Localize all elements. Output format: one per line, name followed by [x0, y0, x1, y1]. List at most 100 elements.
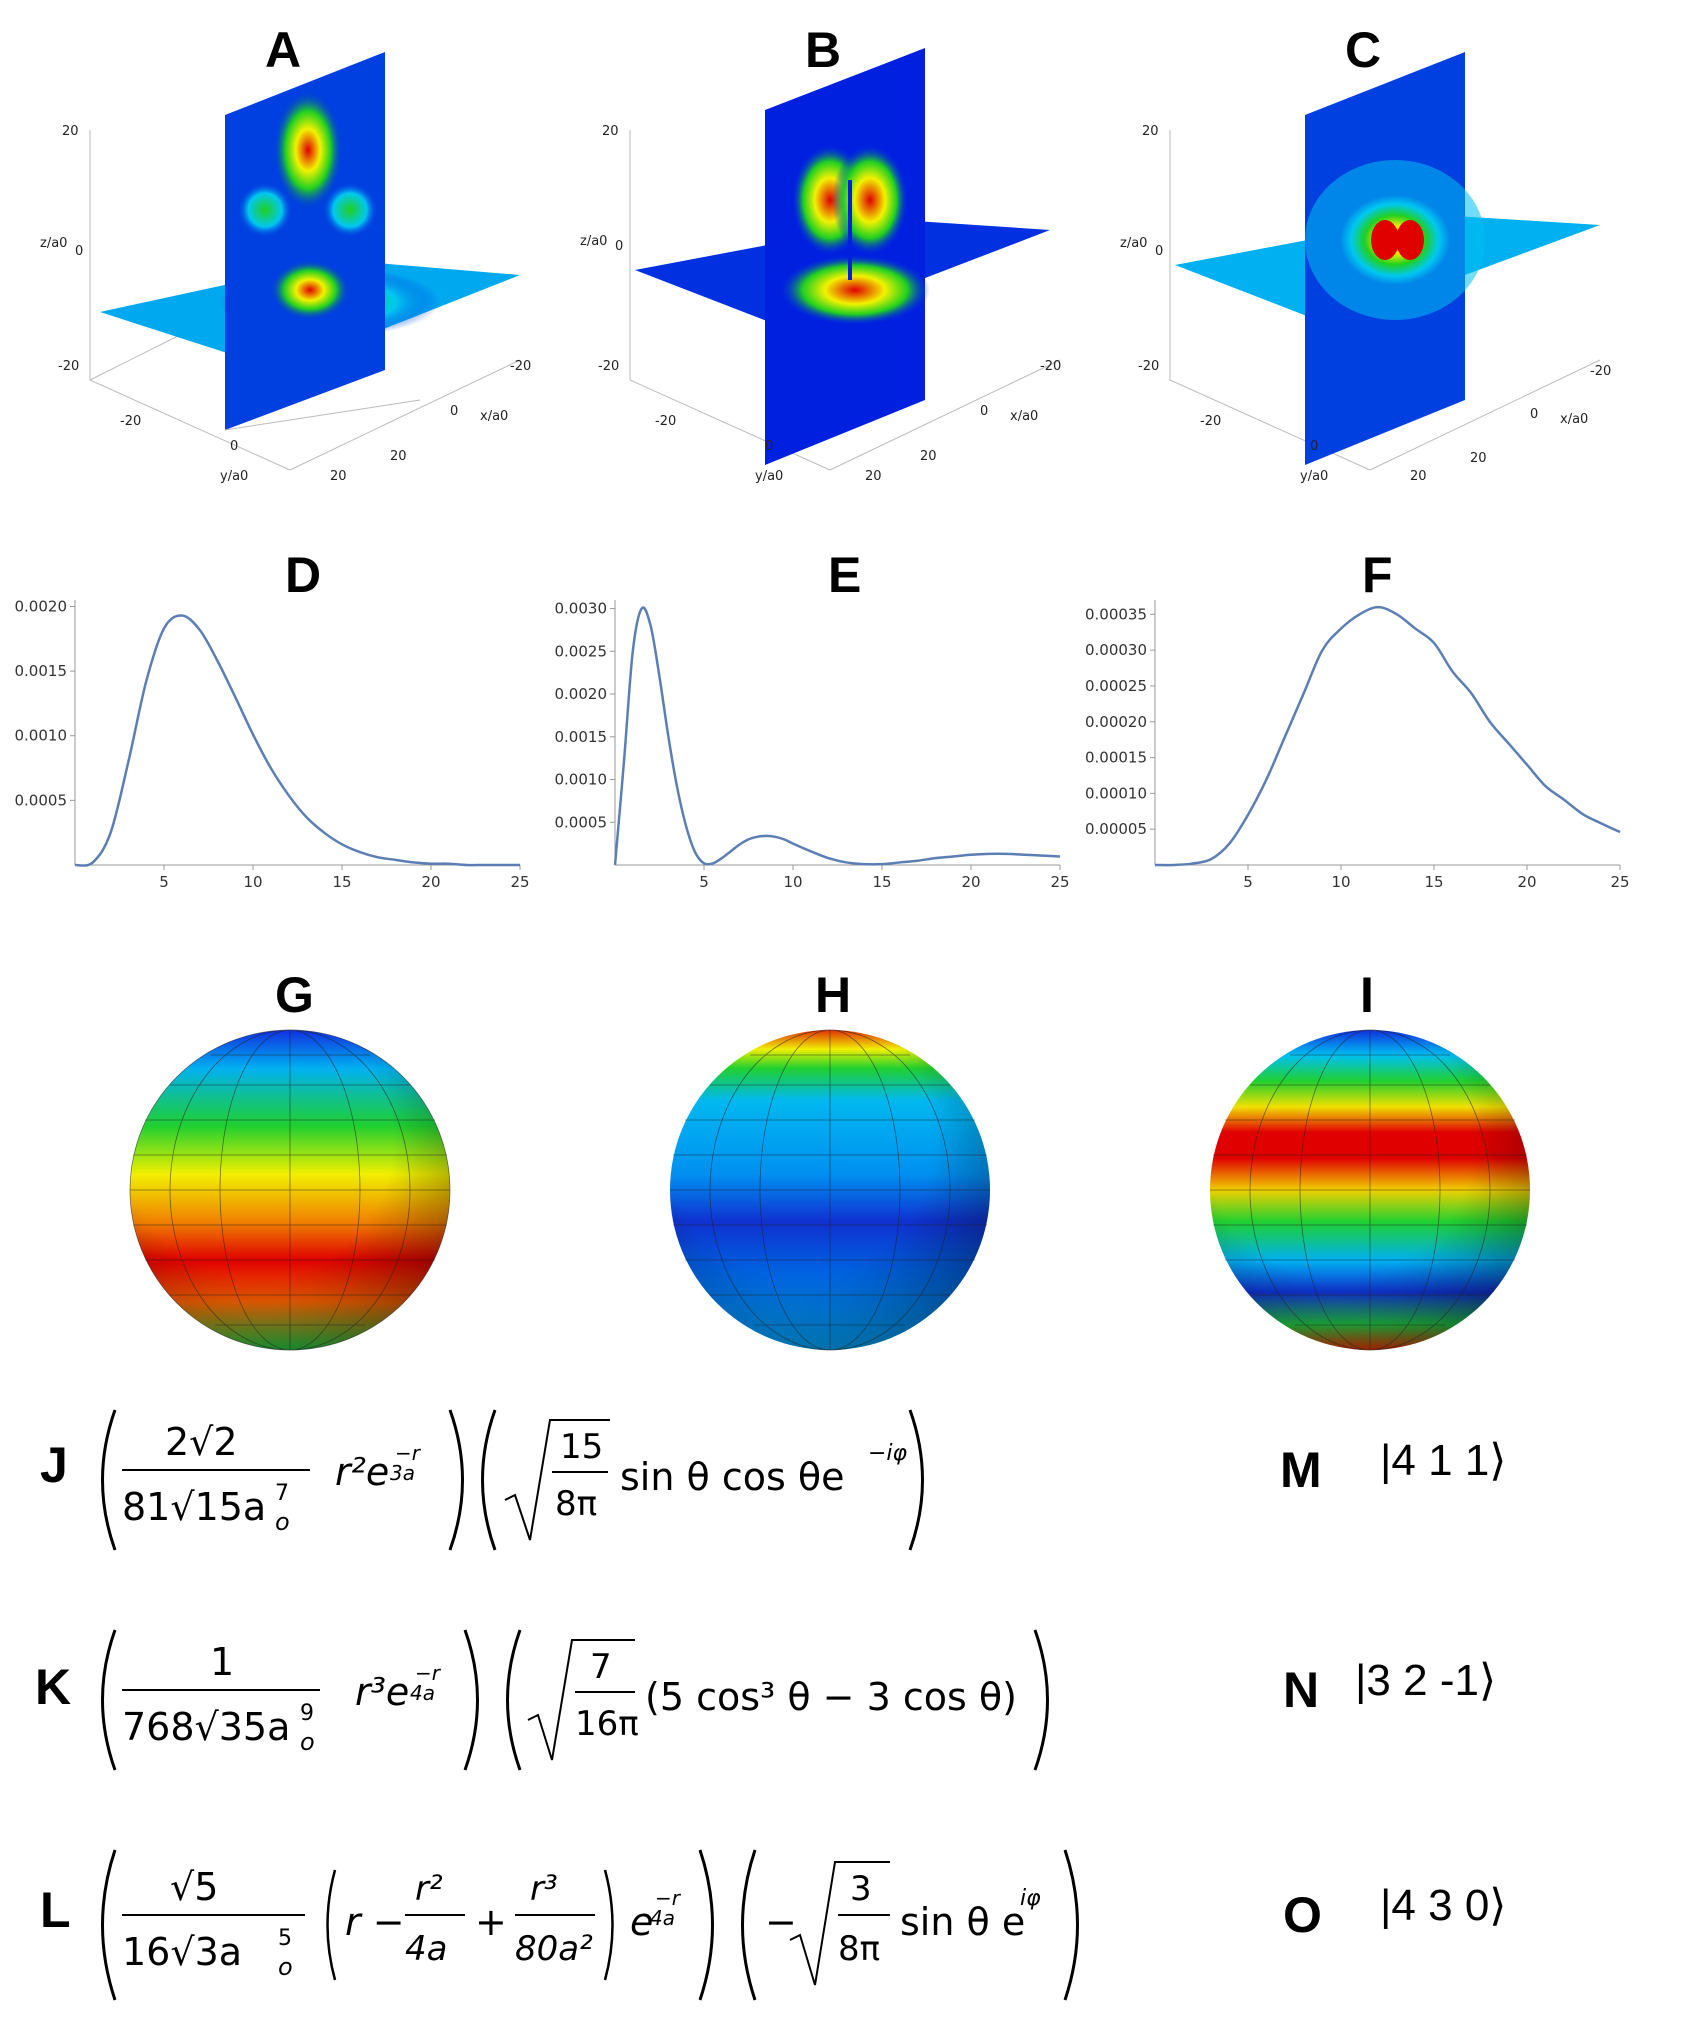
y-tick-label: 0.0005	[555, 813, 608, 831]
y-ticks-b: -20 0 20 y/a0	[655, 414, 882, 484]
svg-text:3a: 3a	[390, 1461, 415, 1485]
y-tick: 0	[1310, 439, 1318, 454]
svg-text:4a: 4a	[410, 1681, 435, 1705]
panel-label-j: J	[40, 1437, 68, 1493]
z-tick: 20	[1142, 124, 1159, 139]
panel-label-c: C	[1345, 22, 1382, 78]
svg-text:8π: 8π	[838, 1929, 880, 1969]
svg-text:r²: r²	[415, 1869, 443, 1909]
y-tick: 20	[330, 469, 347, 484]
y-tick: 20	[1410, 469, 1427, 484]
x-axis-label: x/a0	[480, 409, 508, 424]
y-tick-label: 0.00030	[1085, 641, 1147, 659]
panel-label-o: O	[1283, 1887, 1322, 1943]
formula-l: √5 16√3a o 5 r − r² 4a + r³ 80a² e −r 4a…	[101, 1849, 1079, 2001]
z-tick: 20	[602, 124, 619, 139]
panel-label-m: M	[1280, 1442, 1322, 1498]
ket-m: |4 1 1⟩	[1380, 1436, 1507, 1485]
svg-text:√5: √5	[170, 1865, 218, 1909]
svg-text:o: o	[300, 1728, 315, 1756]
formula-j: 2√2 81√15a o 7 r²e −r 3a 15 8π sin θ cos…	[101, 1409, 924, 1551]
panel-label-e: E	[828, 547, 862, 603]
svg-text:r²e: r²e	[335, 1450, 389, 1494]
svg-text:o: o	[275, 1508, 290, 1536]
svg-text:−iφ: −iφ	[868, 1441, 908, 1466]
x-tick-label: 25	[1050, 873, 1069, 891]
svg-text:+: +	[475, 1900, 507, 1944]
y-tick-label: 0.0025	[555, 642, 608, 660]
y-axis-label: y/a0	[755, 469, 783, 484]
svg-text:15: 15	[560, 1427, 603, 1467]
ket-o: |4 3 0⟩	[1380, 1881, 1507, 1930]
x-ticks-b: -20 0 20 x/a0	[920, 359, 1061, 464]
svg-text:−r: −r	[655, 1886, 682, 1910]
y-tick-label: 0.00005	[1085, 820, 1147, 838]
y-tick: 0	[230, 439, 238, 454]
x-ticks-a: -20 0 20 x/a0	[390, 359, 531, 464]
y-ticks-c: -20 0 20 y/a0	[1200, 414, 1427, 484]
x-tick: 20	[390, 449, 407, 464]
panel-label-d: D	[285, 547, 322, 603]
y-tick: -20	[1200, 414, 1221, 429]
radial-probability-chart-e: 5 10 15 20 25 0.0005 0.0010 0.0015 0.0020 0.0025 0…	[555, 600, 1070, 891]
x-tick-label: 10	[783, 873, 802, 891]
z-tick: -20	[598, 359, 619, 374]
y-tick-label: 0.00020	[1085, 713, 1147, 731]
y-tick-label: 0.0015	[555, 728, 608, 746]
x-tick: 0	[980, 404, 988, 419]
x-tick-label: 15	[332, 873, 351, 891]
y-tick: 20	[865, 469, 882, 484]
radial-probability-chart-f: 5 10 15 20 25 0.00005 0.00010 0.00015 0.00020 0.0…	[1085, 600, 1630, 891]
x-tick-label: 15	[872, 873, 891, 891]
svg-text:16√3a: 16√3a	[122, 1930, 242, 1974]
slice-plot-c: 20 0 -20 z/a0 -20 0 20 x/a0 -20 0 20 y/a…	[1120, 52, 1611, 484]
x-tick: -20	[1590, 364, 1611, 379]
z-ticks-a: 20 0 -20 z/a0	[40, 124, 83, 374]
x-tick-label: 20	[961, 873, 980, 891]
y-tick-label: 0.0015	[15, 662, 68, 680]
svg-text:r³: r³	[530, 1869, 558, 1909]
x-tick-label: 25	[510, 873, 529, 891]
svg-text:3: 3	[850, 1869, 872, 1909]
spherical-harmonic-sphere-h	[670, 1029, 990, 1351]
spherical-harmonic-sphere-g	[129, 1029, 451, 1351]
z-ticks-b: 20 0 -20 z/a0	[580, 124, 623, 374]
series-line	[1154, 605, 1621, 867]
panel-label-b: B	[805, 22, 842, 78]
svg-text:7: 7	[275, 1481, 289, 1506]
y-tick-label: 0.0030	[555, 600, 608, 618]
svg-text:81√15a: 81√15a	[122, 1485, 266, 1529]
y-tick-label: 0.00010	[1085, 784, 1147, 802]
svg-text:iφ: iφ	[1020, 1886, 1041, 1911]
y-tick-label: 0.00025	[1085, 677, 1147, 695]
y-tick: -20	[655, 414, 676, 429]
panel-label-f: F	[1362, 547, 1393, 603]
spherical-harmonic-sphere-i	[1210, 1029, 1530, 1351]
svg-text:−r: −r	[395, 1441, 422, 1465]
svg-text:r³e: r³e	[355, 1670, 409, 1714]
svg-text:o: o	[278, 1953, 293, 1981]
x-axis-label: x/a0	[1560, 412, 1588, 427]
svg-text:2√2: 2√2	[165, 1420, 238, 1464]
slice-plot-b: 20 0 -20 z/a0 -20 0 20 x/a0 -20 0 20 y/a…	[580, 48, 1061, 484]
y-ticks-a: -20 0 20 y/a0	[120, 414, 347, 484]
y-tick-label: 0.0020	[555, 685, 608, 703]
x-tick-label: 5	[159, 873, 169, 891]
svg-text:80a²: 80a²	[515, 1929, 593, 1969]
svg-text:4a: 4a	[405, 1929, 447, 1969]
x-tick: 0	[1530, 407, 1538, 422]
z-tick: -20	[1138, 359, 1159, 374]
y-tick-label: 0.00015	[1085, 749, 1147, 767]
y-tick: 0	[765, 439, 773, 454]
z-axis-label: z/a0	[40, 236, 67, 251]
panel-label-a: A	[265, 22, 302, 78]
svg-text:4a: 4a	[650, 1906, 675, 1930]
x-tick-label: 25	[1610, 873, 1629, 891]
x-tick: 20	[920, 449, 937, 464]
x-tick: -20	[510, 359, 531, 374]
x-tick-label: 10	[243, 873, 262, 891]
y-axis-label: y/a0	[220, 469, 248, 484]
x-tick-label: 20	[1517, 873, 1536, 891]
panel-label-g: G	[275, 967, 314, 1023]
svg-text:e: e	[630, 1900, 653, 1944]
